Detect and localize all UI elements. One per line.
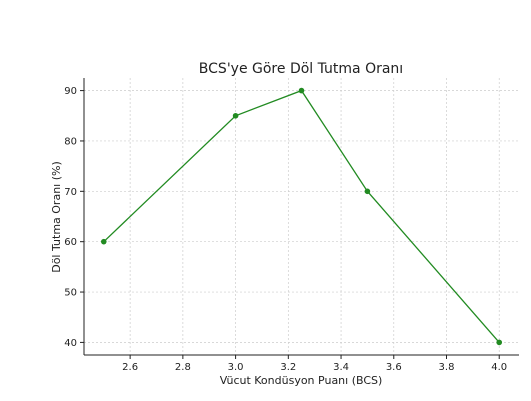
x-tick-label: 4.0 bbox=[491, 362, 507, 373]
y-tick-label: 50 bbox=[64, 288, 77, 299]
chart-title: BCS'ye Göre Döl Tutma Oranı bbox=[199, 61, 403, 77]
point bbox=[364, 188, 371, 195]
x-tick-label: 3.2 bbox=[280, 362, 296, 373]
x-tick-label: 2.6 bbox=[122, 362, 138, 373]
point bbox=[100, 238, 107, 245]
y-tick-label: 40 bbox=[64, 338, 77, 349]
x-tick-label: 3.8 bbox=[439, 362, 455, 373]
y-tick-label: 80 bbox=[64, 136, 77, 147]
point bbox=[298, 87, 305, 94]
line bbox=[103, 89, 500, 343]
x-tick-label: 3.4 bbox=[333, 362, 349, 373]
x-tick-label: 3.6 bbox=[386, 362, 402, 373]
y-tick-label: 70 bbox=[64, 187, 77, 198]
point bbox=[232, 112, 239, 119]
x-tick-label: 3.0 bbox=[228, 362, 244, 373]
x-axis-label: Vücut Kondüsyon Puanı (BCS) bbox=[220, 374, 383, 387]
x-tick-label: 2.8 bbox=[175, 362, 191, 373]
y-tick-label: 90 bbox=[64, 86, 77, 97]
y-axis-label: Döl Tutma Oranı (%) bbox=[50, 161, 63, 273]
point bbox=[496, 339, 503, 346]
y-tick-label: 60 bbox=[64, 237, 77, 248]
